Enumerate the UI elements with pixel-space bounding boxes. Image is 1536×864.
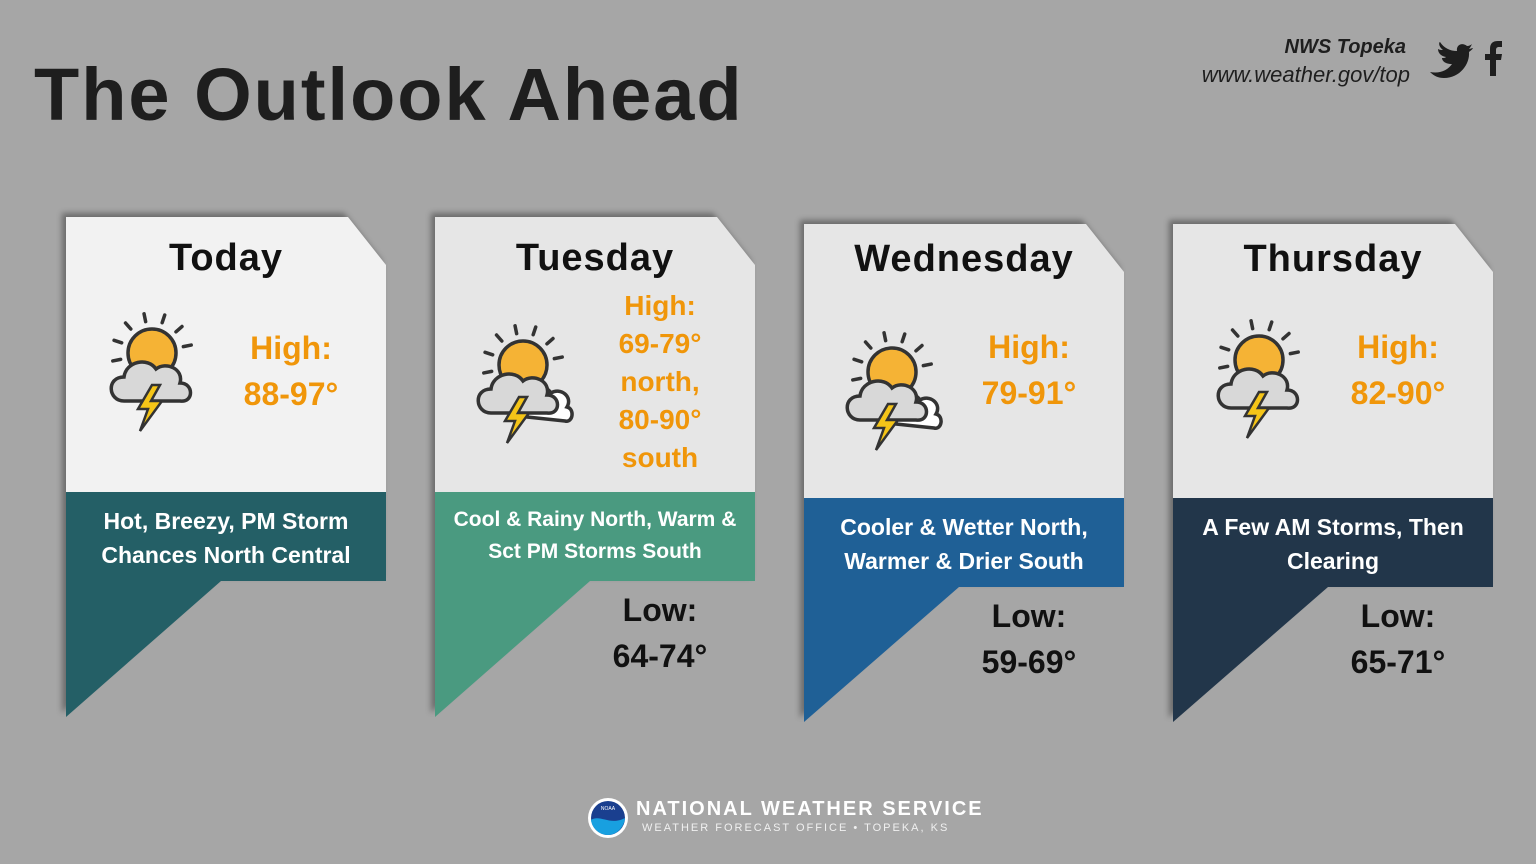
sun-ray xyxy=(863,340,873,350)
noaa-logo: NOAA xyxy=(588,798,628,838)
high-value: 69-79° north, 80-90° south xyxy=(618,328,702,473)
forecast-office: WEATHER FORECAST OFFICE • TOPEKA, KS xyxy=(642,822,950,834)
day-name: Today xyxy=(168,237,284,279)
facebook-icon[interactable] xyxy=(1485,41,1502,76)
banner-flag xyxy=(435,492,755,717)
high-label: High: xyxy=(1357,329,1439,365)
summary: Cooler & Wetter North, Warmer & Drier So… xyxy=(840,514,1088,574)
sun-ray xyxy=(1218,364,1230,370)
office-url: www.weather.gov/top xyxy=(1201,62,1410,87)
sun-ray xyxy=(1249,319,1255,331)
banner-flag xyxy=(66,492,386,717)
lightning xyxy=(135,383,165,432)
sun-ray xyxy=(160,313,167,325)
cloud xyxy=(845,379,929,422)
agency: NATIONAL WEATHER SERVICE xyxy=(636,798,984,820)
lightning xyxy=(871,402,901,451)
high-value: 79-91° xyxy=(981,375,1077,411)
sun-ray xyxy=(112,338,124,345)
logo-text: NOAA xyxy=(601,806,616,812)
forecast-card: Thursday High: 82-90° A Few AM Storms, Then… xyxy=(1173,224,1493,724)
low-value: 64-74° xyxy=(612,638,708,674)
sun-ray xyxy=(1230,328,1240,338)
sun-ray xyxy=(111,357,123,363)
social-icons xyxy=(1430,41,1502,78)
banner-flag xyxy=(1173,498,1493,722)
forecast-card: Wednesday High: 79-91° Cooler & Wetter Nort… xyxy=(804,224,1124,724)
sun-ray xyxy=(921,362,933,368)
sun-ray xyxy=(181,343,193,349)
lightning xyxy=(502,395,532,444)
sun-ray xyxy=(914,343,924,353)
office-name: NWS Topeka xyxy=(1284,36,1407,58)
sun-ray xyxy=(852,357,864,364)
low-value: 59-69° xyxy=(981,644,1077,680)
icon-group xyxy=(1216,319,1300,439)
footer: NOAA NATIONAL WEATHER SERVICE WEATHER FO… xyxy=(586,796,986,840)
card-shape xyxy=(66,217,386,717)
sun-ray xyxy=(531,325,538,337)
summary: Hot, Breezy, PM Storm Chances North Cent… xyxy=(101,508,351,568)
sun-ray xyxy=(545,336,555,346)
sun-ray xyxy=(513,324,519,336)
summary: Cool & Rainy North, Warm & Sct PM Storms… xyxy=(453,508,737,563)
high-label: High: xyxy=(988,329,1070,365)
high-value: 88-97° xyxy=(243,376,339,412)
icon-group xyxy=(845,331,943,451)
day-name: Wednesday xyxy=(854,238,1074,280)
twitter-icon[interactable] xyxy=(1430,42,1473,78)
sun-ray xyxy=(174,324,184,334)
low-label: Low: xyxy=(622,592,698,628)
weather-icon xyxy=(476,324,574,444)
sun-ray xyxy=(1288,350,1300,356)
sun-ray xyxy=(1281,331,1291,341)
sun-ray xyxy=(900,332,907,344)
sun-ray xyxy=(494,333,504,343)
low-label: Low: xyxy=(991,598,1067,634)
sun-ray xyxy=(1219,345,1231,352)
sun-ray xyxy=(482,369,494,375)
forecast-card: Today High: 88-97° Hot, Breezy, PM Storm Ch… xyxy=(66,217,386,717)
high-label: High: xyxy=(250,330,332,366)
sun-ray xyxy=(851,376,863,382)
sun-ray xyxy=(123,321,133,331)
cloud xyxy=(476,372,560,415)
banner-flag xyxy=(804,498,1124,722)
weather-icon xyxy=(109,312,193,432)
summary: A Few AM Storms, Then Clearing xyxy=(1202,514,1464,574)
weather-icon xyxy=(845,331,943,451)
day-name: Tuesday xyxy=(515,237,675,279)
high-label: High: xyxy=(624,290,696,321)
day-name: Thursday xyxy=(1243,238,1423,280)
sun-ray xyxy=(142,312,148,324)
sun-ray xyxy=(552,355,564,361)
cloud xyxy=(1216,367,1300,410)
forecast-card: Tuesday High: 69-79° north, 80-90° south Co… xyxy=(435,217,755,717)
low-value: 65-71° xyxy=(1350,644,1446,680)
weather-icon xyxy=(1216,319,1300,439)
cloud xyxy=(109,360,193,403)
icon-group xyxy=(109,312,193,432)
sun-ray xyxy=(483,350,495,357)
icon-group xyxy=(476,324,574,444)
lightning xyxy=(1242,390,1272,439)
sun-ray xyxy=(1267,320,1274,332)
title: The Outlook Ahead xyxy=(34,53,744,136)
low-label: Low: xyxy=(1360,598,1436,634)
high-value: 82-90° xyxy=(1350,375,1446,411)
sun-ray xyxy=(882,331,888,343)
